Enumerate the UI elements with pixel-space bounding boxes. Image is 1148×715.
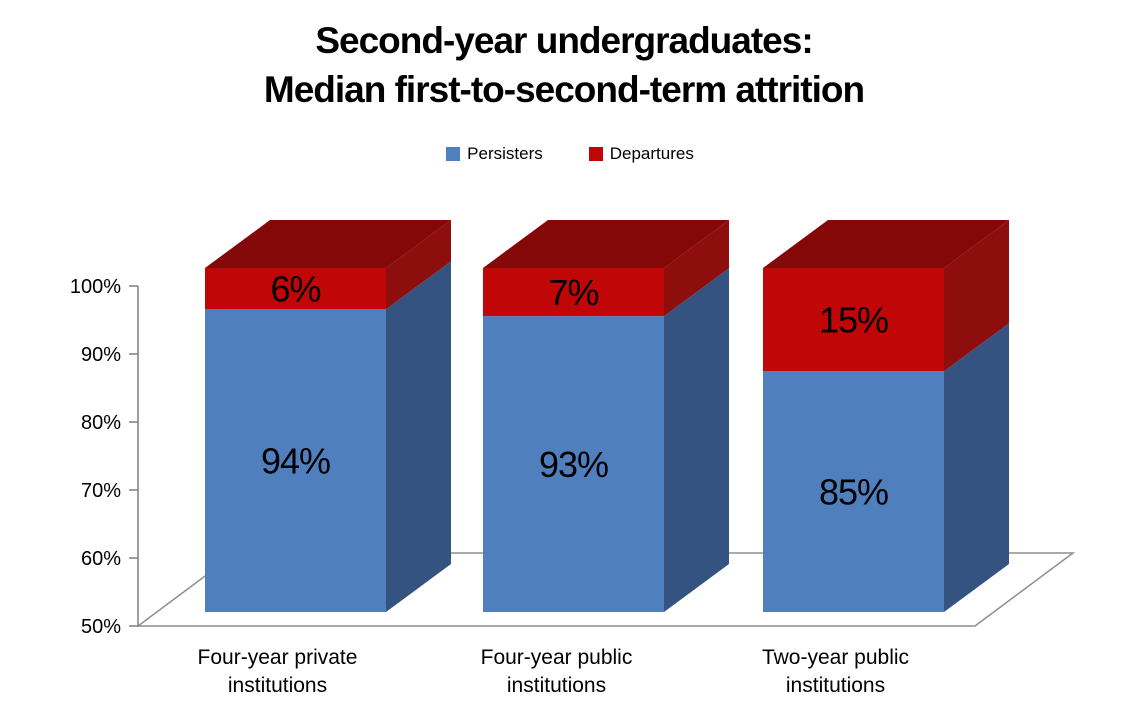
bar-persisters-front-2 (763, 371, 944, 612)
data-label: 15% (819, 300, 888, 341)
category-label: Four-year public (481, 646, 633, 669)
legend-item-departures: Departures (588, 144, 694, 164)
bar-departures-side-1 (664, 220, 729, 317)
chart-title-line2: Median first-to-second-term attrition (263, 69, 865, 110)
bar-departures-front-2 (763, 268, 944, 372)
bar-departures-top-2 (763, 220, 1009, 268)
y-axis-tick-label: 100% (70, 276, 121, 298)
y-axis-tick-label: 60% (81, 548, 121, 570)
category-label: Two-year public (762, 646, 909, 669)
legend-label-departures: Departures (609, 144, 694, 163)
data-label: 93% (539, 444, 608, 485)
y-axis-tick-label: 80% (81, 412, 121, 434)
y-axis-tick-label: 50% (81, 616, 121, 638)
bar-departures-side-0 (386, 220, 451, 310)
category-label: Four-year private (198, 646, 358, 669)
y-axis-tick-label: 70% (81, 480, 121, 502)
chart-title: Second-year undergraduates: Median first… (0, 16, 1128, 114)
data-label: 7% (548, 272, 598, 313)
y-axis-tick-label: 90% (81, 344, 121, 366)
category-label: institutions (228, 674, 327, 697)
plot-floor (135, 552, 1076, 627)
bar-persisters-side-0 (386, 261, 451, 612)
legend-swatch-persisters (446, 147, 461, 161)
category-label: institutions (786, 674, 885, 697)
chart-title-line1: Second-year undergraduates: (315, 20, 813, 61)
data-label: 6% (270, 269, 320, 310)
legend: Persisters Departures (0, 144, 1140, 164)
bar-persisters-side-1 (664, 268, 729, 612)
legend-swatch-departures (588, 147, 603, 161)
data-label: 94% (261, 441, 330, 482)
bar-departures-top-1 (483, 220, 729, 268)
data-label: 85% (819, 472, 888, 513)
bar-persisters-side-2 (944, 323, 1009, 612)
bar-departures-side-2 (944, 220, 1009, 372)
bar-departures-front-0 (205, 268, 386, 310)
legend-item-persisters: Persisters (446, 144, 543, 164)
legend-label-persisters: Persisters (467, 144, 543, 163)
bar-departures-front-1 (483, 268, 664, 317)
bar-departures-top-0 (205, 220, 451, 268)
bar-persisters-front-0 (205, 309, 386, 612)
bar-persisters-front-1 (483, 316, 664, 612)
category-label: institutions (507, 674, 606, 697)
